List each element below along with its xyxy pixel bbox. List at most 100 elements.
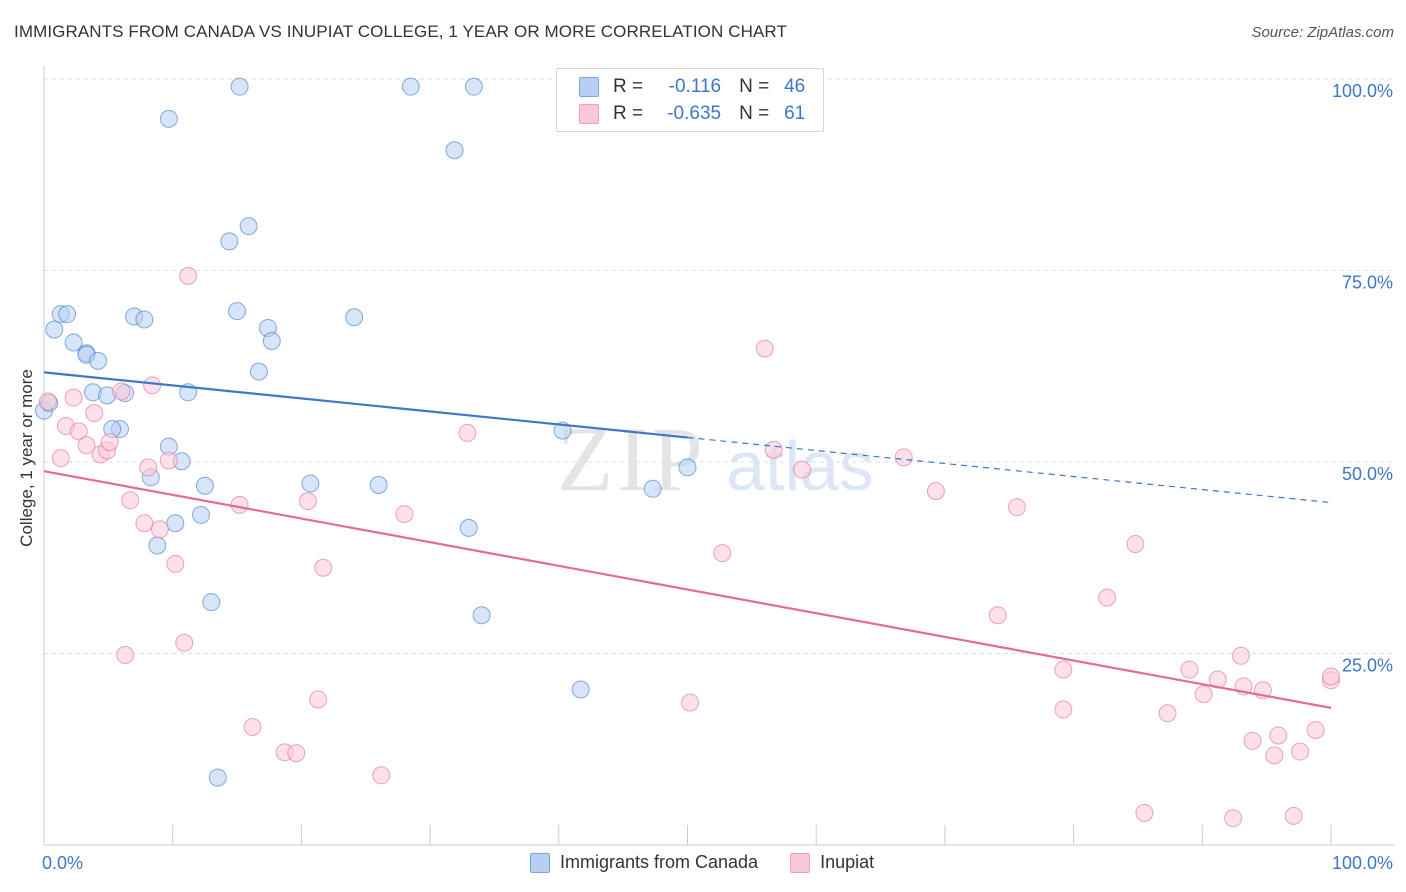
legend-n-label: N = <box>739 103 770 124</box>
gridlines <box>44 78 1395 654</box>
point-inupiat <box>1054 660 1073 679</box>
stats-legend: R = -0.116 N = 46 R = -0.635 N = 61 <box>556 68 824 132</box>
legend-r-label: R = <box>613 103 644 124</box>
point-inupiat <box>175 633 194 652</box>
point-inupiat <box>1007 498 1026 517</box>
point-inupiat <box>988 606 1007 625</box>
legend-row-canada: R = -0.116 N = 46 <box>579 76 805 98</box>
series-swatch-inupiat <box>790 852 811 873</box>
point-canada <box>464 77 483 96</box>
y-tick-label: 50.0% <box>1342 464 1393 484</box>
series-swatch-canada <box>530 852 550 873</box>
series-legend: Immigrants from Canada Inupiat <box>530 852 906 873</box>
trend-lines <box>43 371 1332 709</box>
chart-title: IMMIGRANTS FROM CANADA VS INUPIAT COLLEG… <box>14 22 787 41</box>
point-inupiat <box>1265 746 1284 765</box>
point-canada <box>195 476 214 495</box>
point-inupiat <box>143 376 162 395</box>
point-inupiat <box>764 440 783 459</box>
point-inupiat <box>1231 646 1250 665</box>
point-inupiat <box>116 646 135 665</box>
point-canada <box>202 593 221 612</box>
legend-n-inupiat: 61 <box>784 103 806 124</box>
point-canada <box>301 474 320 493</box>
trend-line-inupiat <box>43 470 1332 709</box>
point-inupiat <box>121 491 140 510</box>
point-canada <box>249 362 268 381</box>
point-canada <box>135 310 154 329</box>
point-inupiat <box>713 544 732 563</box>
point-inupiat <box>287 744 306 763</box>
point-inupiat <box>1135 803 1154 822</box>
series-legend-canada[interactable]: Immigrants from Canada <box>530 852 758 873</box>
point-inupiat <box>681 693 700 712</box>
axes <box>43 66 1395 846</box>
point-canada <box>643 479 662 498</box>
point-inupiat <box>150 520 169 539</box>
point-inupiat <box>77 436 96 455</box>
point-canada <box>369 475 388 494</box>
point-canada <box>678 458 697 477</box>
legend-r-label: R = <box>613 76 644 97</box>
series-legend-inupiat[interactable]: Inupiat <box>790 852 874 873</box>
point-inupiat <box>1180 660 1199 679</box>
point-inupiat <box>38 392 57 411</box>
point-canada <box>230 77 249 96</box>
point-inupiat <box>926 482 945 501</box>
point-inupiat <box>894 448 913 467</box>
data-points <box>35 77 1340 828</box>
point-inupiat <box>1054 700 1073 719</box>
trend-line-canada <box>43 371 688 439</box>
point-canada <box>445 141 464 160</box>
point-inupiat <box>135 514 154 533</box>
point-canada <box>571 680 590 699</box>
point-canada <box>262 331 281 350</box>
legend-row-inupiat: R = -0.635 N = 61 <box>579 103 805 125</box>
point-inupiat <box>1224 809 1243 828</box>
point-inupiat <box>1284 806 1303 825</box>
point-inupiat <box>314 558 333 577</box>
point-canada <box>401 77 420 96</box>
point-canada <box>220 232 239 251</box>
watermark: ZIP atlas <box>557 408 874 510</box>
point-inupiat <box>230 495 249 514</box>
legend-swatch-canada <box>579 77 599 97</box>
x-tick-label-max: 100.0% <box>1332 853 1393 873</box>
point-inupiat <box>309 690 328 709</box>
point-inupiat <box>1291 742 1310 761</box>
x-tick-label-min: 0.0% <box>42 853 83 873</box>
tick-labels: 25.0% 50.0% 75.0% 100.0% 0.0% 100.0% <box>42 81 1393 873</box>
watermark-zip: ZIP <box>557 408 707 510</box>
point-canada <box>239 217 258 236</box>
point-canada <box>472 606 491 625</box>
point-canada <box>89 351 108 370</box>
point-inupiat <box>179 266 198 285</box>
legend-swatch-inupiat <box>579 104 599 124</box>
point-canada <box>148 536 167 555</box>
legend-r-canada: -0.116 <box>668 76 722 97</box>
legend-n-canada: 46 <box>784 76 806 97</box>
legend-n-label: N = <box>739 76 770 97</box>
y-tick-label: 25.0% <box>1342 656 1393 676</box>
point-inupiat <box>1322 667 1340 686</box>
point-canada <box>159 109 178 128</box>
point-inupiat <box>372 766 391 785</box>
point-canada <box>192 505 211 524</box>
point-inupiat <box>1306 721 1325 740</box>
y-tick-label: 100.0% <box>1332 81 1393 101</box>
point-inupiat <box>85 403 104 422</box>
point-canada <box>64 333 83 352</box>
point-inupiat <box>1158 704 1177 723</box>
series-label-canada: Immigrants from Canada <box>560 852 759 872</box>
point-inupiat <box>166 554 185 573</box>
point-inupiat <box>112 382 131 401</box>
point-canada <box>228 302 247 321</box>
point-inupiat <box>159 451 178 470</box>
point-inupiat <box>1243 731 1262 750</box>
point-canada <box>208 768 227 787</box>
point-inupiat <box>755 339 774 358</box>
trend-line-canada-dashed <box>687 436 1332 504</box>
point-canada <box>166 514 185 533</box>
source-label: Source: ZipAtlas.com <box>1251 24 1394 41</box>
